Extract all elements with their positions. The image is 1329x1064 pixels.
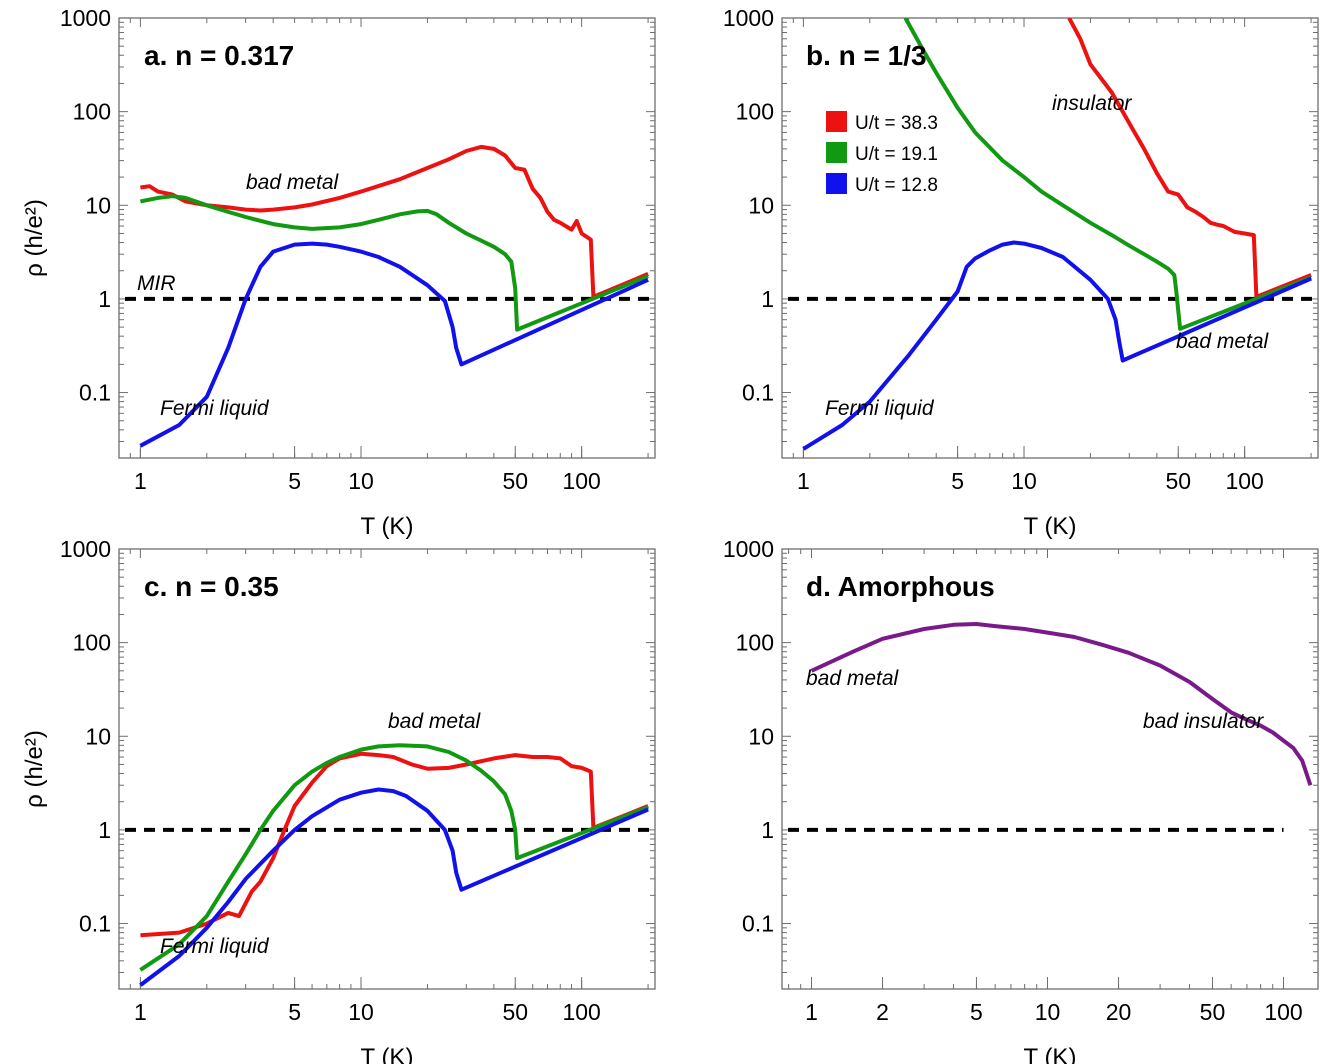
x-tick-label: 1 <box>805 999 818 1025</box>
plot-frame <box>118 548 656 990</box>
x-tick-label: 50 <box>502 999 528 1025</box>
x-tick-label: 10 <box>348 999 374 1025</box>
series-line-u-t-19-1 <box>903 18 1312 331</box>
x-tick-label: 1 <box>797 468 810 494</box>
y-tick-label: 100 <box>73 630 111 656</box>
x-tick-label: 10 <box>348 468 374 494</box>
y-tick-label: 10 <box>748 723 774 749</box>
plot-frame <box>118 17 656 459</box>
annotation-label: Fermi liquid <box>825 397 935 420</box>
x-tick-label: 1 <box>134 468 147 494</box>
y-tick-label: 0.1 <box>742 911 774 937</box>
y-tick-label: 1 <box>98 286 111 312</box>
annotation-label: bad metal <box>806 667 900 690</box>
x-tick-label: 50 <box>1200 999 1226 1025</box>
legend-label: U/t = 19.1 <box>855 144 938 165</box>
annotation-label: MIR <box>137 272 176 295</box>
x-tick-label: 1 <box>134 999 147 1025</box>
x-tick-label: 5 <box>970 999 983 1025</box>
x-axis-title: T (K) <box>361 1044 414 1064</box>
series-group <box>139 743 649 987</box>
x-tick-label: 5 <box>951 468 964 494</box>
series-group <box>139 144 649 448</box>
x-axis-title: T (K) <box>1024 1044 1077 1064</box>
series-line-u-t-19-1 <box>139 743 649 972</box>
x-tick-label: 5 <box>288 468 301 494</box>
x-tick-label: 50 <box>1165 468 1191 494</box>
x-tick-label: 2 <box>876 999 889 1025</box>
plot-frame <box>781 548 1319 990</box>
panel-title: b. n = 1/3 <box>806 40 927 71</box>
annotation-label: bad metal <box>1176 330 1270 353</box>
panel-title: a. n = 0.317 <box>144 40 294 71</box>
x-tick-label: 5 <box>288 999 301 1025</box>
series-line-u-t-12-8 <box>802 240 1312 451</box>
annotation-label: bad metal <box>246 171 340 194</box>
series-group <box>810 622 1313 786</box>
x-tick-label: 10 <box>1011 468 1037 494</box>
y-tick-label: 0.1 <box>79 380 111 406</box>
y-tick-label: 1000 <box>723 5 774 31</box>
y-tick-label: 1 <box>761 286 774 312</box>
annotation-label: bad metal <box>388 710 482 733</box>
y-tick-label: 1000 <box>723 536 774 562</box>
y-tick-label: 1 <box>761 817 774 843</box>
y-tick-label: 1000 <box>60 536 111 562</box>
series-group <box>802 18 1312 451</box>
panel-b: 1 5 10 50 100 0.1 1 10 100 1000 T (K) b. n = 1/3 ins… <box>723 5 1319 540</box>
x-tick-label: 20 <box>1106 999 1132 1025</box>
x-tick-label: 50 <box>502 468 528 494</box>
series-line-u-t-38-3 <box>1067 18 1312 299</box>
series-line-u-t-12-8 <box>139 787 649 987</box>
legend-swatch <box>826 173 847 194</box>
legend-label: U/t = 12.8 <box>855 175 938 196</box>
panel-c: 1 5 10 50 100 0.1 1 10 100 1000 T (K) ρ (h/e²) c. n … <box>21 536 656 1064</box>
legend-swatch <box>826 142 847 163</box>
panel-a: 1 5 10 50 100 0.1 1 10 100 1000 T (K) ρ (h/e²) a. n … <box>21 5 656 540</box>
legend-swatch <box>826 111 847 132</box>
series-line-u-t-38-3 <box>140 751 649 938</box>
y-tick-label: 10 <box>748 192 774 218</box>
y-axis-title: ρ (h/e²) <box>21 730 48 808</box>
x-tick-label: 100 <box>1264 999 1302 1025</box>
annotation-label: insulator <box>1052 92 1132 115</box>
annotation-label: Fermi liquid <box>160 935 270 958</box>
y-tick-label: 100 <box>736 630 774 656</box>
legend-label: U/t = 38.3 <box>855 113 938 134</box>
panel-title: c. n = 0.35 <box>144 571 279 602</box>
annotation-label: bad insulator <box>1143 710 1264 733</box>
annotation-label: Fermi liquid <box>160 397 270 420</box>
x-tick-label: 100 <box>1225 468 1263 494</box>
series-line-u-t-38-3 <box>140 144 649 299</box>
y-tick-label: 1 <box>98 817 111 843</box>
x-tick-label: 100 <box>562 999 600 1025</box>
x-axis-title: T (K) <box>361 513 414 540</box>
x-axis-title: T (K) <box>1024 513 1077 540</box>
y-tick-label: 0.1 <box>742 380 774 406</box>
y-tick-label: 1000 <box>60 5 111 31</box>
axis-ticks <box>781 17 1318 459</box>
x-tick-label: 100 <box>562 468 600 494</box>
axis-ticks <box>118 17 655 459</box>
y-tick-label: 100 <box>73 99 111 125</box>
plot-frame <box>781 17 1319 459</box>
series-line-amorphous <box>810 622 1313 786</box>
panel-d: 1 2 5 10 20 50 100 0.1 1 10 100 1000 T (K) d. Amorpho… <box>723 536 1319 1064</box>
y-tick-label: 10 <box>85 192 111 218</box>
y-axis-title: ρ (h/e²) <box>21 199 48 277</box>
x-tick-label: 10 <box>1035 999 1061 1025</box>
axis-ticks <box>782 548 1318 990</box>
y-tick-label: 100 <box>736 99 774 125</box>
legend: U/t = 38.3 U/t = 19.1 U/t = 12.8 <box>826 111 938 196</box>
y-tick-label: 10 <box>85 723 111 749</box>
series-line-u-t-19-1 <box>140 194 649 332</box>
axis-ticks <box>118 548 655 990</box>
series-line-u-t-12-8 <box>139 241 649 448</box>
y-tick-label: 0.1 <box>79 911 111 937</box>
panel-title: d. Amorphous <box>806 571 995 602</box>
